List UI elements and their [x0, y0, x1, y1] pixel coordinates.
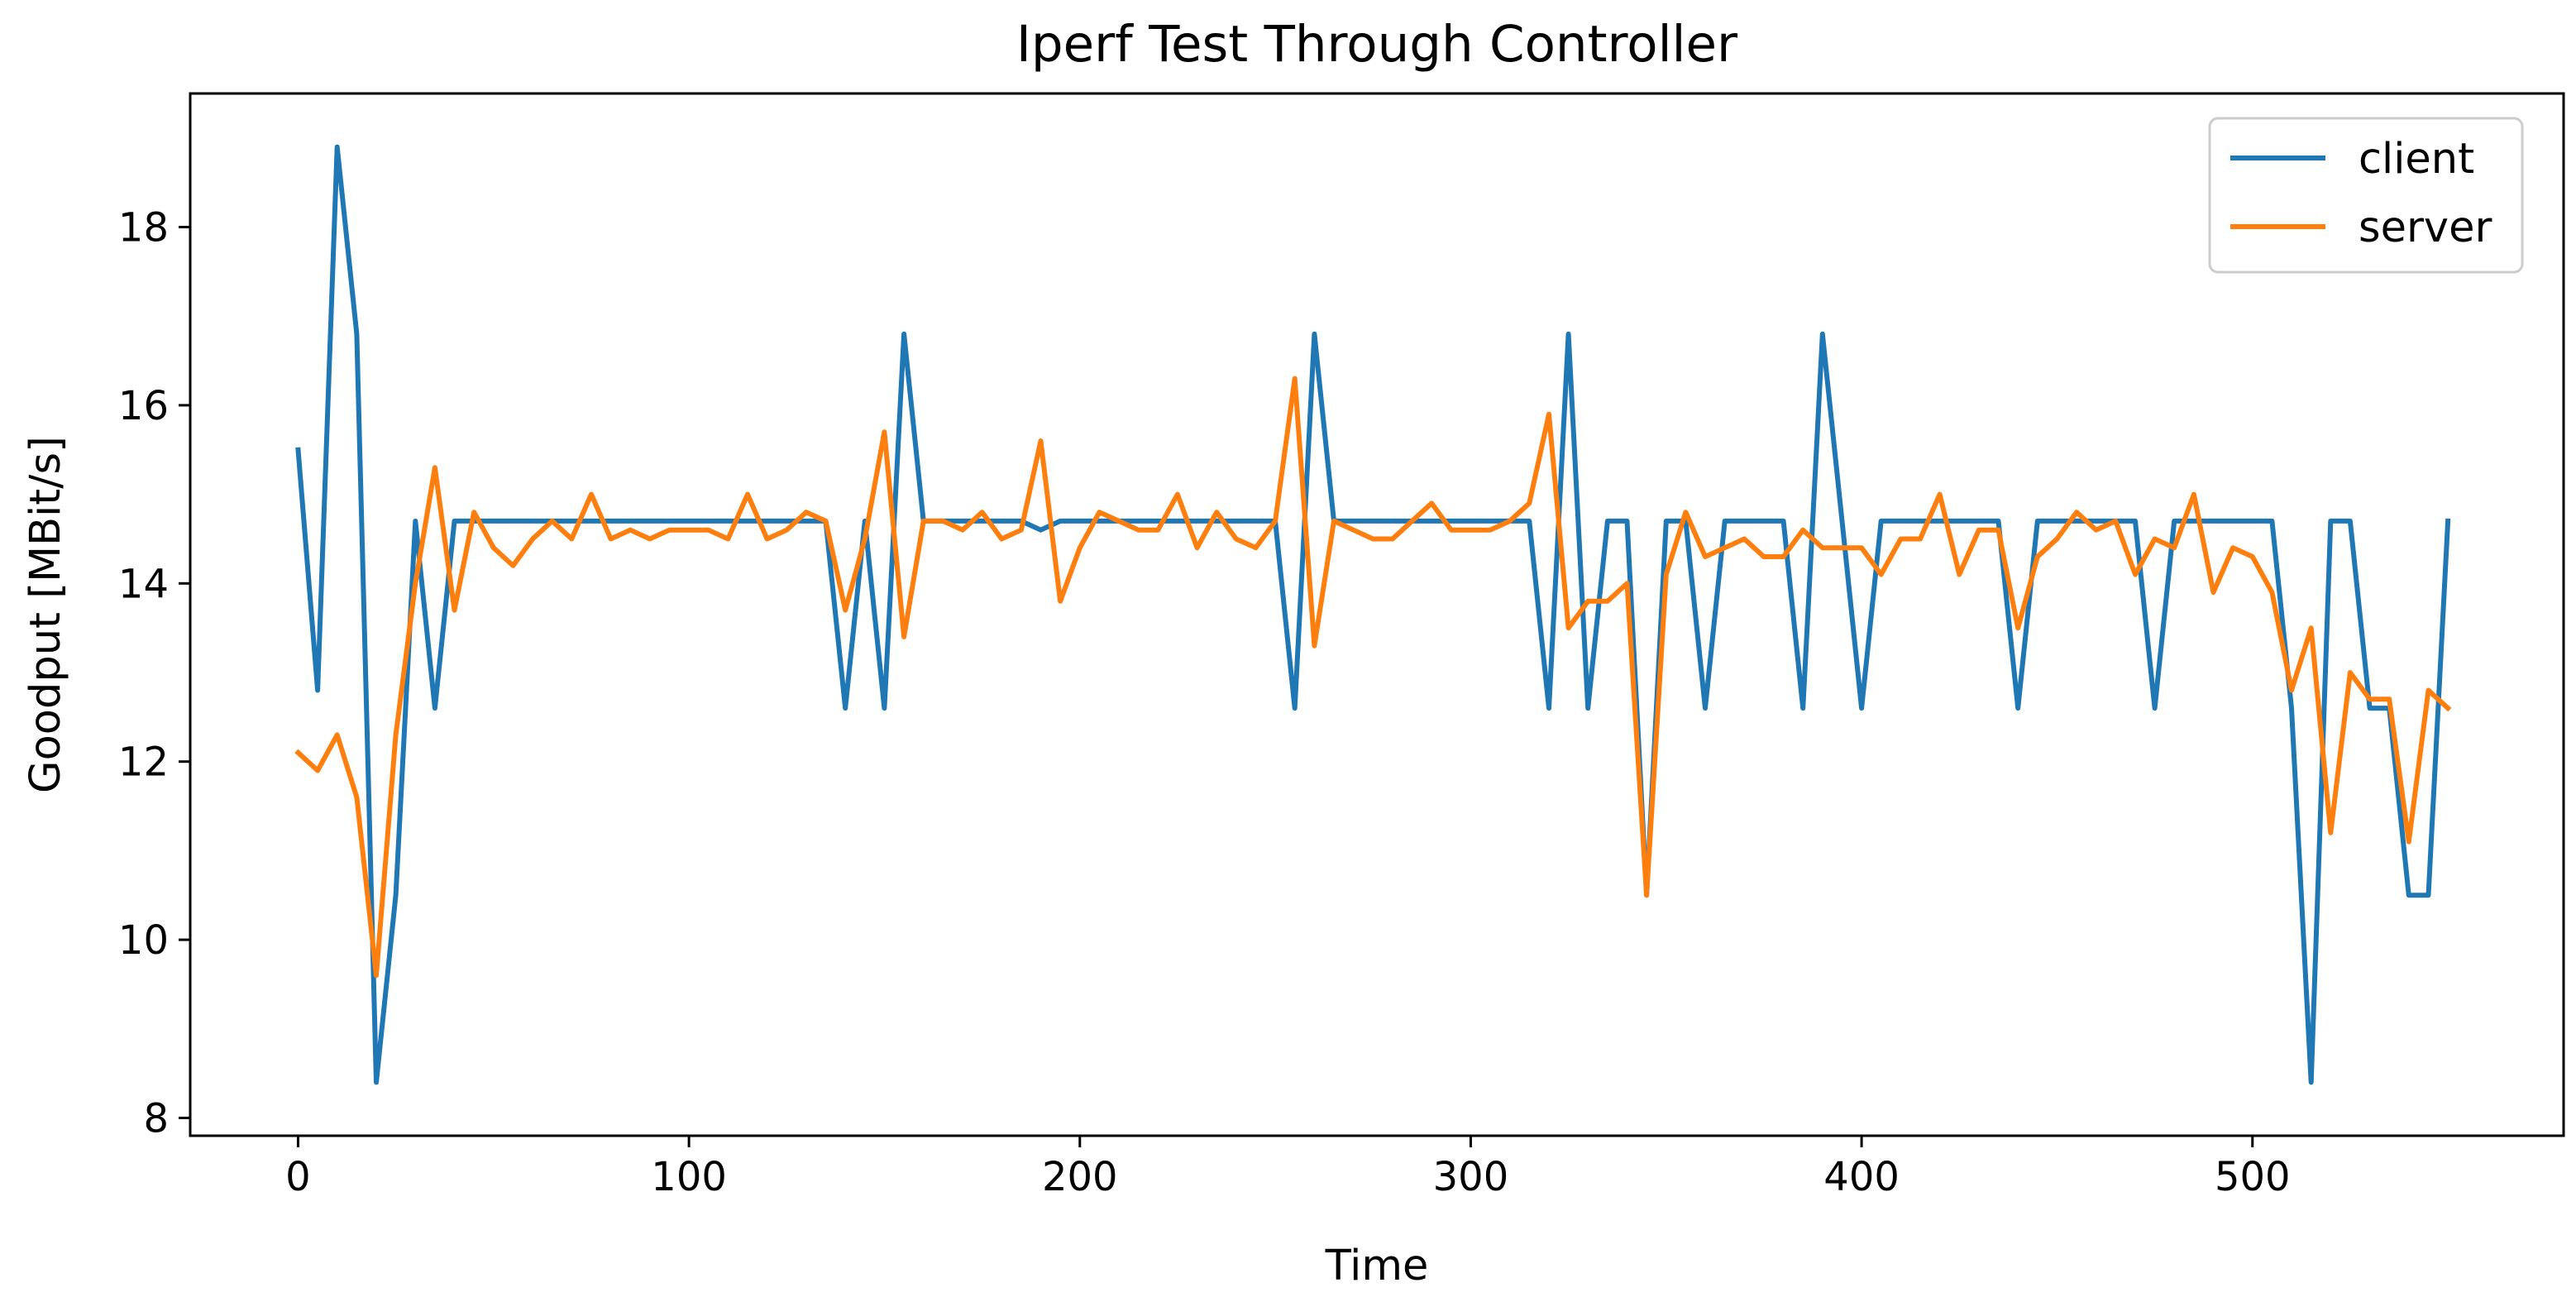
x-axis: 0 100 200 300 400 500	[285, 1136, 2291, 1200]
x-tick-label: 500	[2215, 1154, 2291, 1200]
legend-server-label: server	[2359, 203, 2492, 252]
x-tick-label: 0	[285, 1154, 311, 1200]
x-tick-label: 200	[1042, 1154, 1118, 1200]
plot-frame	[189, 92, 2565, 1137]
y-tick-label: 10	[118, 917, 169, 964]
y-tick-label: 14	[118, 561, 169, 607]
x-tick-label: 400	[1823, 1154, 1900, 1200]
legend: client server	[2208, 117, 2524, 274]
series-line-client	[295, 144, 2451, 1085]
x-axis-label: Time	[1325, 1242, 1429, 1290]
legend-client-label: client	[2359, 135, 2474, 184]
x-tick-label: 300	[1433, 1154, 1509, 1200]
x-tick-label: 100	[651, 1154, 727, 1200]
chart-title: Iperf Test Through Controller	[1016, 15, 1738, 74]
y-axis: 8 10 12 14 16 18	[118, 205, 190, 1142]
y-tick-label: 8	[143, 1095, 169, 1142]
y-tick-label: 12	[118, 740, 169, 786]
y-tick-label: 16	[118, 383, 169, 429]
y-tick-label: 18	[118, 205, 169, 251]
y-axis-label: Goodput [MBit/s]	[22, 436, 70, 793]
series-line-server	[294, 376, 2452, 979]
